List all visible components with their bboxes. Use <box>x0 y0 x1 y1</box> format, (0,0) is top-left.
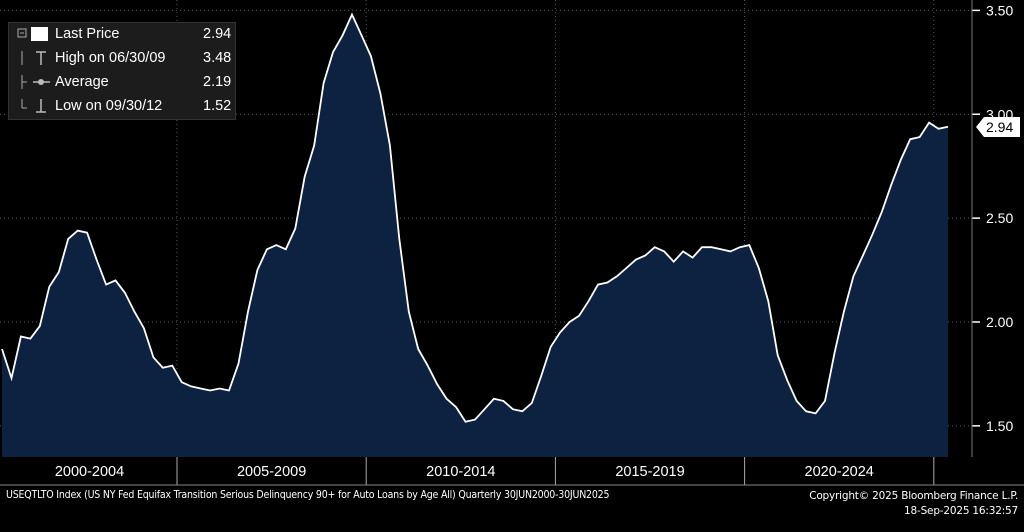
legend-row-last: Last Price 2.94 <box>17 24 232 44</box>
legend-average-label: Average <box>55 74 109 90</box>
x-tick-label: 2020-2024 <box>805 464 874 480</box>
average-marker-icon <box>21 75 50 89</box>
footer-right: Copyright© 2025 Bloomberg Finance L.P. 1… <box>809 489 1018 519</box>
x-axis-ticks: 2000-2004 2005-2009 2010-2014 2015-2019 2020… <box>55 457 935 485</box>
legend-last-label: Last Price <box>55 26 120 42</box>
legend-low-label: Low on 09/30/12 <box>55 98 163 114</box>
y-tick-label: 1.50 <box>986 418 1013 434</box>
x-tick-label: 2000-2004 <box>55 464 124 480</box>
x-tick-label: 2015-2019 <box>615 464 684 480</box>
footer-copyright: Copyright© 2025 Bloomberg Finance L.P. <box>809 490 1018 502</box>
legend-row-low: Low on 09/30/12 1.52 <box>17 96 232 116</box>
last-value-tag-text: 2.94 <box>986 119 1013 135</box>
last-value-tag: 2.94 <box>976 116 1020 137</box>
y-tick-label: 3.50 <box>986 2 1013 18</box>
legend-high-value: 3.48 <box>203 50 232 66</box>
high-marker-icon <box>21 51 46 65</box>
x-tick-label: 2005-2009 <box>237 464 306 480</box>
legend-average-value: 2.19 <box>203 74 232 90</box>
footer-description: USEQTLTO Index (US NY Fed Equifax Transi… <box>6 489 610 501</box>
footer-timestamp: 18-Sep-2025 16:32:57 <box>904 505 1018 517</box>
low-marker-icon <box>21 99 46 113</box>
legend-high-label: High on 06/30/09 <box>55 50 166 66</box>
x-tick-label: 2010-2014 <box>426 464 495 480</box>
last-price-square-icon <box>17 27 48 41</box>
legend-panel: Last Price 2.94 High on 06/30/09 3.48 Av… <box>8 22 236 120</box>
legend-row-high: High on 06/30/09 3.48 <box>17 48 232 68</box>
y-tick-label: 2.00 <box>986 314 1013 330</box>
series-line-last-price <box>1 12 949 423</box>
y-axis-ticks: 1.502.002.503.003.50 <box>972 2 1013 434</box>
series-area-last-price <box>2 14 948 457</box>
legend-last-value: 2.94 <box>203 26 232 42</box>
legend-row-average: Average 2.19 <box>17 72 232 92</box>
y-tick-label: 2.50 <box>986 210 1013 226</box>
legend-low-value: 1.52 <box>203 98 232 114</box>
